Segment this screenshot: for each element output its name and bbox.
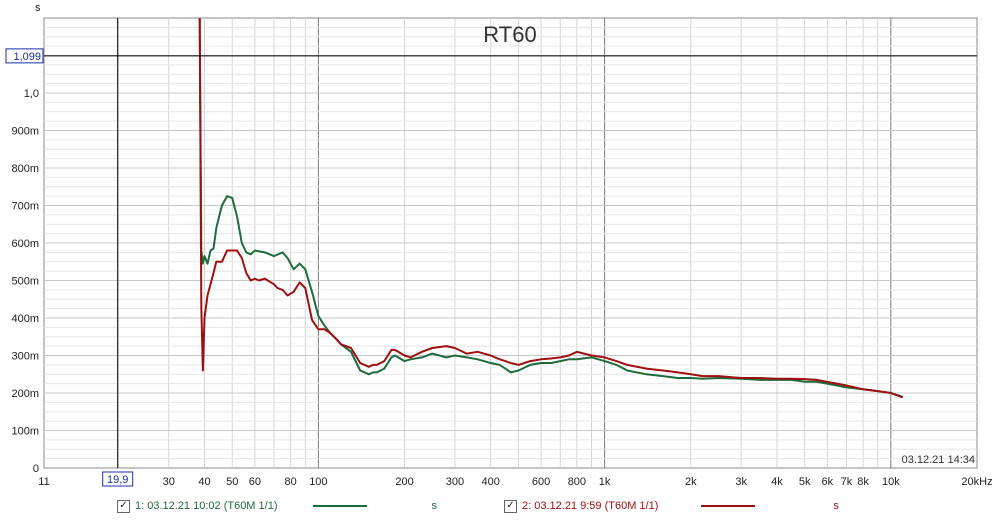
x-axis-ticks: 11 30 40 50 60 80 100 200 300 400 600 800 1k 2k 3k 4k 5k…	[38, 476, 992, 488]
series-1-unit: s	[431, 500, 437, 512]
series-2-swatch	[701, 505, 756, 507]
x-tick-label: 200	[395, 476, 413, 488]
x-tick-label: 50	[226, 476, 238, 488]
x-tick-label: 300	[446, 476, 464, 488]
x-tick-label: 800	[568, 476, 586, 488]
x-tick-label: 1k	[599, 476, 611, 488]
x-tick-label: 6k	[822, 476, 834, 488]
x-tick-label: 600	[532, 476, 550, 488]
chart-title: RT60	[483, 22, 536, 47]
y-tick-label: 400m	[11, 313, 39, 325]
series-1-name: 1: 03.12.21 10:02 (T60M 1/1)	[135, 500, 278, 512]
series-2-name: 2: 03.12.21 9:59 (T60M 1/1)	[522, 500, 659, 512]
x-tick-label: 4k	[771, 476, 783, 488]
cursor-y-value: 1,099	[13, 51, 41, 63]
x-tick-label: 30	[163, 476, 175, 488]
timestamp: 03.12.21 14:34	[902, 454, 975, 466]
cursor-x-value: 19,9	[107, 474, 128, 486]
series-1-swatch	[313, 505, 368, 507]
series-2-line	[198, 17, 904, 399]
series-1-checkbox[interactable]: ✓	[117, 499, 130, 513]
y-axis-ticks: 0 100m 200m 300m 400m 500m 600m 700m 800m 900m 1,0	[11, 88, 39, 475]
x-tick-label: 100	[309, 476, 327, 488]
y-tick-label: 100m	[11, 426, 39, 438]
series-1-line	[198, 17, 904, 398]
series-2-unit: s	[833, 500, 839, 512]
x-tick-label: 11	[38, 476, 49, 488]
legend-item-series-2[interactable]: ✓ 2: 03.12.21 9:59 (T60M 1/1) s	[504, 497, 839, 515]
cursor-y-marker	[5, 48, 44, 64]
y-tick-label: 500m	[11, 276, 39, 288]
y-axis-unit-label: s	[35, 2, 41, 14]
y-tick-label: 800m	[11, 163, 39, 175]
y-tick-label: 1,0	[24, 88, 39, 100]
x-tick-label: 7k	[841, 476, 853, 488]
y-tick-label: 0	[33, 463, 39, 475]
x-tick-label: 40	[198, 476, 210, 488]
series-layer	[198, 17, 904, 399]
x-tick-label: 8k	[857, 476, 869, 488]
x-tick-label: 60	[249, 476, 261, 488]
y-tick-label: 700m	[11, 201, 39, 213]
y-tick-label: 200m	[11, 388, 39, 400]
x-tick-label: 3k	[735, 476, 747, 488]
x-tick-label: 2k	[685, 476, 697, 488]
cursor-x-marker	[102, 471, 134, 487]
x-tick-label: 20kHz	[961, 476, 992, 488]
series-2-checkbox[interactable]: ✓	[504, 499, 517, 513]
y-tick-label: 600m	[11, 238, 39, 250]
legend-item-series-1[interactable]: ✓ 1: 03.12.21 10:02 (T60M 1/1) s	[117, 497, 437, 515]
x-tick-label: 400	[482, 476, 500, 488]
x-tick-label: 5k	[799, 476, 811, 488]
y-tick-label: 900m	[11, 126, 39, 138]
x-tick-label: 80	[285, 476, 297, 488]
y-tick-label: 300m	[11, 351, 39, 363]
cursor-crosshair[interactable]: 19,9 1,099	[5, 18, 977, 487]
x-tick-label: 10k	[882, 476, 900, 488]
